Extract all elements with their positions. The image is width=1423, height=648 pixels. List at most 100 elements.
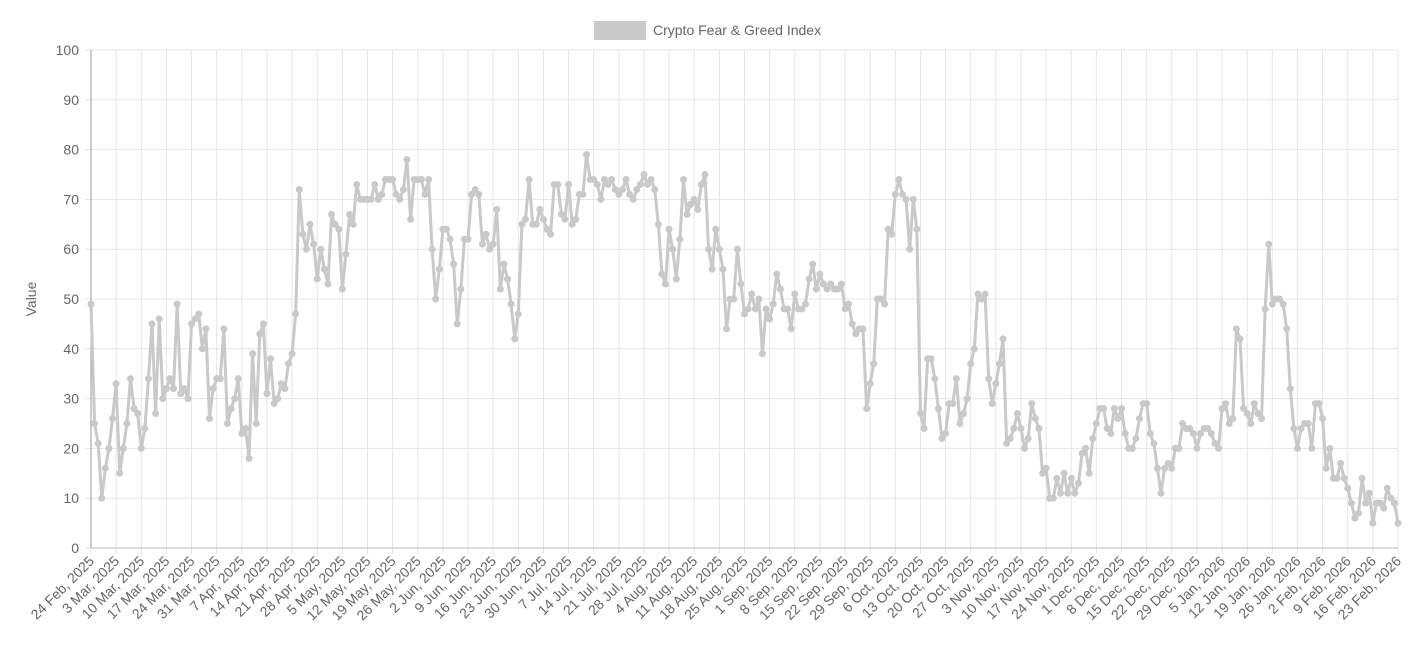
point	[223, 420, 231, 427]
point	[346, 210, 354, 218]
y-tick-label: 80	[63, 142, 79, 158]
point	[511, 335, 519, 343]
point	[1254, 410, 1262, 418]
point	[963, 395, 971, 403]
point	[91, 420, 99, 427]
point	[791, 290, 799, 298]
point	[615, 190, 623, 198]
point	[238, 429, 246, 437]
point	[482, 230, 490, 238]
point	[1236, 335, 1244, 343]
point	[1304, 420, 1312, 427]
point	[292, 310, 300, 318]
point	[166, 375, 174, 383]
point	[252, 420, 260, 427]
point	[1161, 464, 1169, 472]
point	[220, 325, 228, 333]
point	[184, 395, 192, 403]
point	[741, 310, 748, 318]
point	[636, 180, 644, 188]
point	[999, 335, 1007, 343]
point	[295, 185, 303, 193]
point	[837, 280, 845, 288]
point	[317, 245, 325, 253]
point	[1279, 300, 1287, 308]
point	[170, 385, 178, 393]
point	[1369, 519, 1377, 527]
point	[1100, 405, 1108, 413]
point	[974, 290, 982, 298]
point	[1006, 434, 1014, 442]
point	[600, 175, 608, 183]
point	[98, 494, 106, 502]
point	[141, 424, 149, 432]
point	[701, 171, 709, 178]
point	[202, 325, 210, 333]
point	[313, 275, 321, 283]
point	[1017, 424, 1025, 432]
point	[784, 305, 792, 313]
point	[478, 240, 486, 248]
point	[1121, 429, 1129, 437]
point	[593, 180, 601, 188]
point	[349, 220, 357, 228]
point	[1322, 464, 1330, 472]
point	[557, 210, 565, 218]
point	[94, 439, 102, 447]
point	[1013, 410, 1021, 418]
point	[302, 245, 310, 253]
point	[1143, 400, 1151, 408]
point	[281, 385, 289, 393]
point	[705, 245, 713, 253]
point	[407, 215, 415, 223]
point	[241, 424, 249, 432]
point	[827, 280, 835, 288]
point	[590, 175, 598, 183]
point	[931, 375, 939, 383]
point	[144, 375, 152, 383]
point	[274, 395, 282, 403]
point	[1078, 449, 1086, 457]
point	[572, 215, 580, 223]
point	[259, 320, 267, 328]
point	[1250, 400, 1258, 408]
point	[1024, 434, 1032, 442]
y-tick-label: 100	[56, 42, 80, 58]
point	[1118, 405, 1126, 413]
point	[378, 190, 386, 198]
point	[730, 295, 738, 303]
point	[453, 320, 461, 328]
point	[708, 265, 716, 273]
point	[916, 410, 924, 418]
point	[608, 175, 616, 183]
point	[1351, 514, 1359, 522]
point	[155, 315, 163, 323]
point	[227, 405, 235, 413]
point	[952, 375, 960, 383]
point	[195, 310, 203, 318]
point	[766, 315, 774, 323]
point	[597, 195, 605, 203]
point	[173, 300, 181, 308]
point	[1179, 420, 1187, 427]
y-tick-label: 50	[63, 291, 79, 307]
y-tick-label: 20	[63, 440, 79, 456]
point	[353, 180, 361, 188]
point	[988, 400, 996, 408]
point	[683, 210, 691, 218]
point	[1232, 325, 1240, 333]
point	[1347, 499, 1355, 507]
point	[1035, 424, 1043, 432]
point	[644, 180, 652, 188]
point	[1333, 474, 1341, 482]
point	[1240, 405, 1248, 413]
point	[565, 180, 573, 188]
point	[748, 290, 756, 298]
point	[112, 380, 120, 388]
point	[105, 444, 113, 452]
point	[1214, 444, 1222, 452]
point	[877, 295, 885, 303]
point	[852, 330, 860, 338]
point	[1326, 444, 1334, 452]
point	[310, 240, 318, 248]
